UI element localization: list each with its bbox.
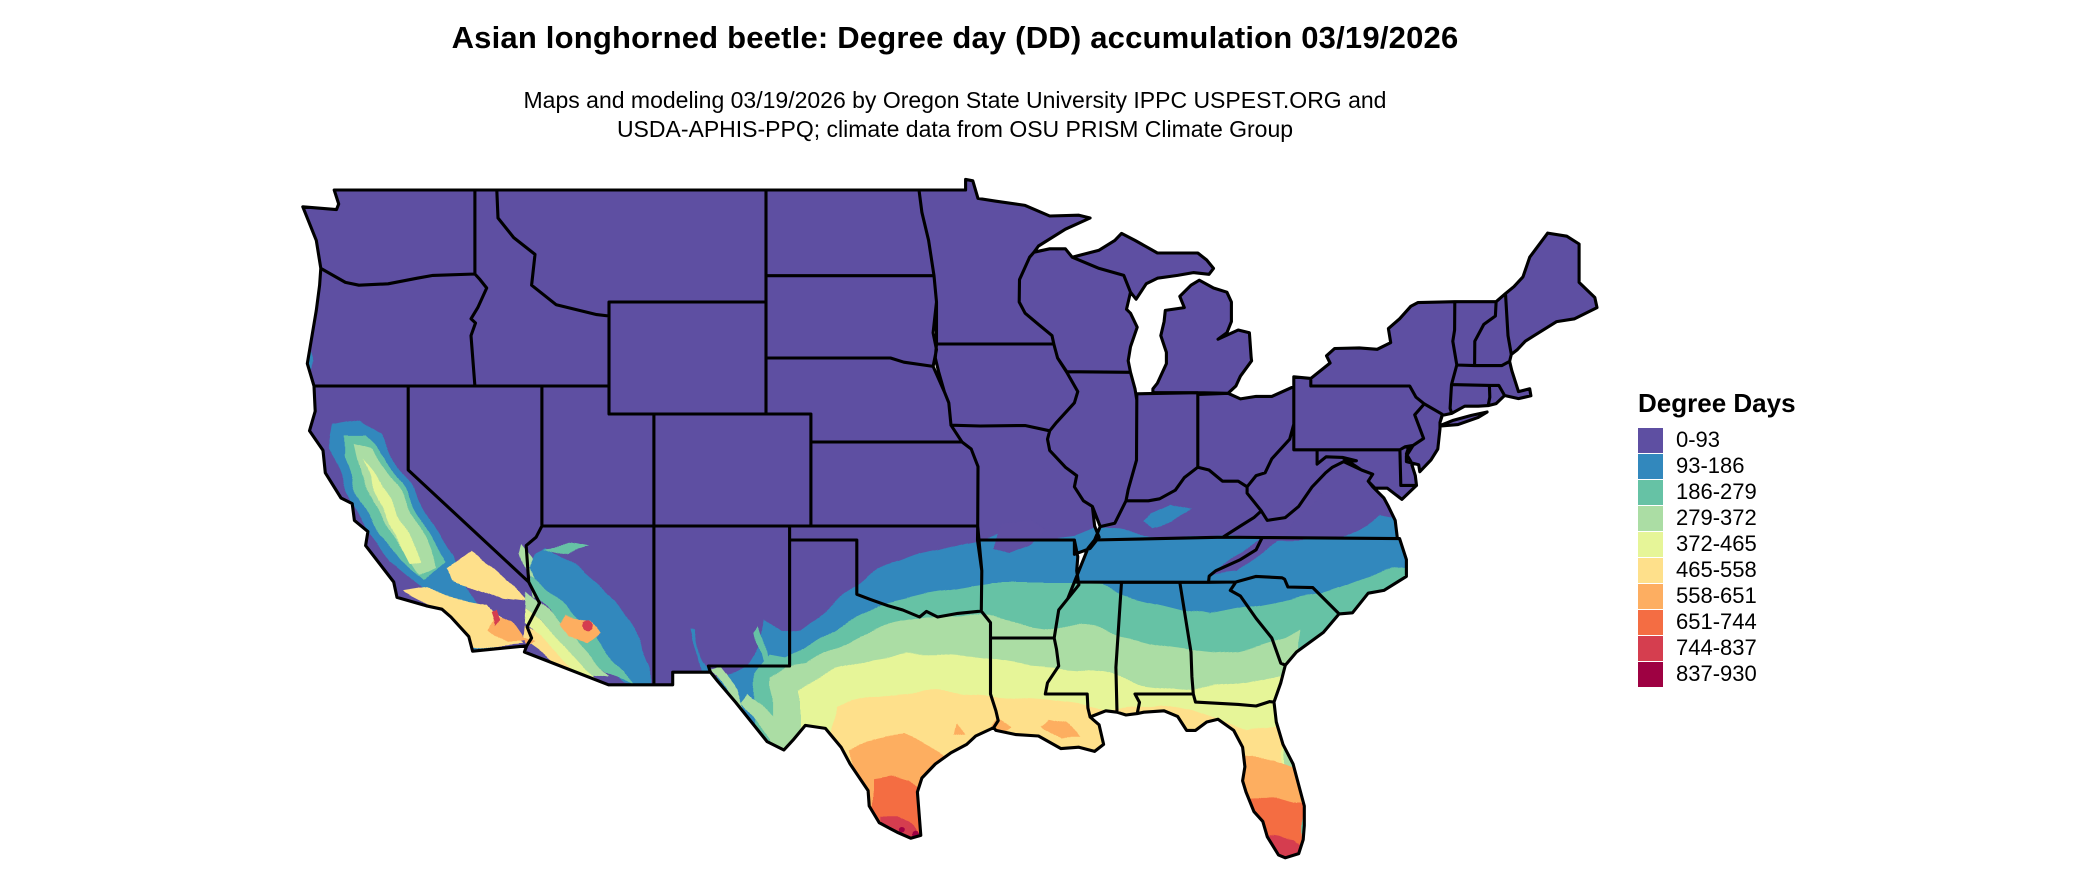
legend-swatch bbox=[1638, 505, 1663, 531]
legend-item: 186-279 bbox=[1638, 479, 1796, 505]
figure-title: Asian longhorned beetle: Degree day (DD)… bbox=[451, 20, 1459, 55]
us-landmass bbox=[302, 179, 1597, 858]
legend-swatch bbox=[1638, 479, 1663, 505]
legend-swatch bbox=[1638, 583, 1663, 609]
figure-subtitle: Maps and modeling 03/19/2026 by Oregon S… bbox=[0, 86, 1910, 144]
legend-item: 93-186 bbox=[1638, 453, 1796, 479]
legend-item-label: 93-186 bbox=[1676, 453, 1745, 478]
legend-item-label: 837-930 bbox=[1676, 661, 1757, 686]
legend-item: 837-930 bbox=[1638, 661, 1796, 687]
legend-item-label: 186-279 bbox=[1676, 479, 1757, 504]
legend-swatch bbox=[1638, 557, 1663, 583]
legend-item: 744-837 bbox=[1638, 635, 1796, 661]
legend-item: 0-93 bbox=[1638, 427, 1796, 453]
legend-swatch bbox=[1638, 427, 1663, 453]
legend-title: Degree Days bbox=[1638, 388, 1796, 418]
legend-item-label: 465-558 bbox=[1676, 557, 1757, 582]
legend-swatch bbox=[1638, 531, 1663, 557]
legend-item-label: 0-93 bbox=[1676, 427, 1721, 452]
legend-item: 372-465 bbox=[1638, 531, 1796, 557]
legend-swatch bbox=[1638, 609, 1663, 635]
legend-item: 279-372 bbox=[1638, 505, 1796, 531]
figure-subtitle-line1: Maps and modeling 03/19/2026 by Oregon S… bbox=[523, 87, 1387, 113]
legend-item: 465-558 bbox=[1638, 557, 1796, 583]
legend-item-label: 558-651 bbox=[1676, 583, 1757, 608]
legend-item-label: 744-837 bbox=[1676, 635, 1757, 660]
legend-item-label: 651-744 bbox=[1676, 609, 1757, 634]
legend-item-label: 372-465 bbox=[1676, 531, 1757, 556]
legend-swatch bbox=[1638, 661, 1663, 687]
state-borders bbox=[301, 177, 1599, 860]
figure-subtitle-line2: USDA-APHIS-PPQ; climate data from OSU PR… bbox=[616, 116, 1294, 142]
legend-item-label: 279-372 bbox=[1676, 505, 1757, 530]
legend-swatch bbox=[1638, 453, 1663, 479]
legend-item: 651-744 bbox=[1638, 609, 1796, 635]
legend: Degree Days 0-93 93-186 186-279 279-372 372-… bbox=[1638, 388, 1796, 687]
legend-items: 0-93 93-186 186-279 279-372 372-465 465-558 55… bbox=[1638, 427, 1796, 687]
legend-item: 558-651 bbox=[1638, 583, 1796, 609]
legend-swatch bbox=[1638, 635, 1663, 661]
